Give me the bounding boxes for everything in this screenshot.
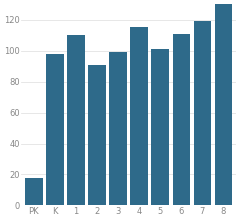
Bar (46, 54, 64, 205)
Bar (215, 0, 232, 205)
Bar (88, 64, 106, 205)
Bar (109, 52, 127, 205)
Bar (151, 49, 169, 205)
Bar (25, 178, 42, 205)
Bar (193, 21, 211, 205)
Bar (67, 35, 85, 205)
Bar (131, 28, 148, 205)
Bar (173, 34, 190, 205)
